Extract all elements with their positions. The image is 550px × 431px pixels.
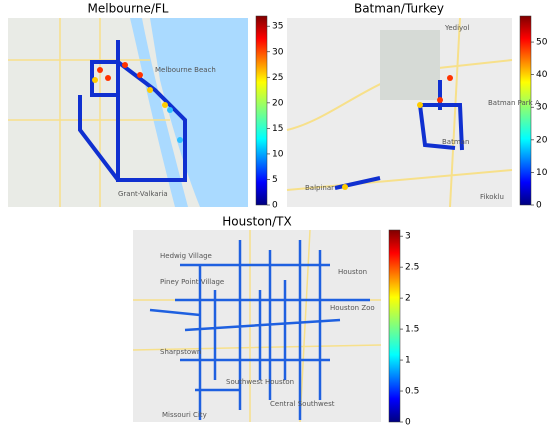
panel-title: Melbourne/FL — [88, 2, 169, 16]
colorbar-tick-label: 20 — [536, 135, 548, 145]
colorbar-tick-label: 25 — [272, 73, 283, 83]
place-label: Grant-Valkaria — [118, 190, 168, 198]
colorbar-tick-label: 2.5 — [405, 263, 419, 273]
colorbar-tick-label: 0 — [405, 418, 411, 428]
place-label: Piney Point Village — [160, 278, 224, 286]
colorbar — [255, 15, 268, 206]
place-label: Batman — [442, 138, 469, 146]
colorbar-tick-label: 40 — [536, 70, 548, 80]
colorbar-tick-label: 35 — [272, 22, 283, 32]
colorbar — [388, 229, 401, 423]
colorbar-tick-label: 10 — [272, 149, 284, 159]
place-label: Sharpstown — [160, 348, 201, 356]
colorbar-tick-label: 10 — [536, 168, 548, 178]
colorbar-tick-label: 30 — [272, 47, 284, 57]
place-label: Hedwig Village — [160, 252, 212, 260]
colorbar-tick-label: 0 — [536, 201, 542, 211]
panel-title: Houston/TX — [222, 215, 291, 229]
place-label: Missouri City — [162, 411, 207, 419]
place-label: Southwest Houston — [226, 378, 294, 386]
place-label: Melbourne Beach — [155, 66, 216, 74]
colorbar-tick-label: 0.5 — [405, 387, 419, 397]
colorbar-tick-label: 5 — [272, 175, 278, 185]
place-label: Central Southwest — [270, 400, 335, 408]
colorbar-tick-label: 15 — [272, 124, 283, 134]
colorbar-tick-label: 30 — [536, 103, 548, 113]
colorbar-tick-label: 1.5 — [405, 325, 419, 335]
panel-title: Batman/Turkey — [354, 2, 444, 16]
map-melbourne — [8, 18, 248, 207]
place-label: Balpinar — [305, 184, 334, 192]
place-label: Houston Zoo — [330, 304, 375, 312]
colorbar-tick-label: 50 — [536, 38, 548, 48]
place-label: Batman Park A — [488, 99, 540, 107]
colorbar-tick-label: 20 — [272, 98, 284, 108]
place-label: Yediyol — [444, 24, 469, 32]
map-batman — [286, 17, 513, 208]
map-houston — [132, 229, 382, 423]
colorbar-tick-label: 0 — [272, 201, 278, 211]
colorbar-tick-label: 3 — [405, 232, 411, 242]
colorbar-tick-label: 2 — [405, 294, 411, 304]
place-label: Houston — [338, 268, 367, 276]
colorbar — [519, 15, 532, 206]
colorbar-tick-label: 1 — [405, 356, 411, 366]
place-label: Fikoklu — [480, 193, 504, 201]
